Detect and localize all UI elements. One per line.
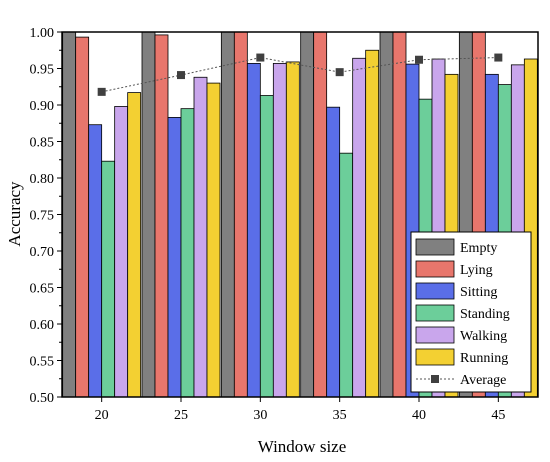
y-tick-label: 1.00 [30, 26, 55, 41]
x-axis-title: Window size [258, 437, 347, 456]
bar-standing-25 [180, 108, 195, 398]
y-tick-label: 0.55 [30, 355, 55, 370]
legend-label-empty: Empty [460, 241, 497, 256]
bar-sitting-25 [167, 117, 182, 398]
bar-walking-35 [352, 57, 367, 398]
legend-swatch-sitting [415, 282, 455, 300]
x-tick-label: 20 [95, 408, 109, 423]
bar-empty-35 [300, 31, 315, 398]
bar-empty-40 [379, 31, 394, 398]
bar-sitting-30 [246, 62, 261, 398]
y-tick-label: 0.90 [30, 99, 55, 114]
bar-empty-25 [141, 31, 156, 398]
legend-label-average: Average [460, 373, 506, 388]
legend: Empty Lying Sitting Standing Walking Running A… [410, 231, 532, 393]
x-tick-label: 30 [253, 408, 267, 423]
bar-standing-30 [259, 95, 274, 398]
y-tick-label: 0.85 [30, 136, 55, 151]
legend-swatch-lying [415, 260, 455, 278]
y-tick-label: 0.95 [30, 63, 55, 78]
legend-label-running: Running [460, 351, 508, 366]
average-point-40 [415, 55, 423, 64]
legend-label-lying: Lying [460, 263, 493, 278]
bar-sitting-20 [88, 124, 103, 398]
average-line-layer [97, 53, 503, 96]
y-tick-label: 0.60 [30, 318, 55, 333]
bar-running-35 [365, 49, 380, 398]
y-tick-label: 0.80 [30, 172, 55, 187]
bar-running-25 [206, 82, 221, 398]
y-tick-label: 0.65 [30, 282, 55, 297]
bar-running-20 [127, 92, 142, 398]
x-tick-label: 40 [412, 408, 426, 423]
ticks-layer: 0.50 0.55 0.60 0.65 0.70 0.75 0.80 0.85 0.90 0.95… [30, 26, 506, 423]
average-point-20 [97, 87, 106, 96]
bar-walking-25 [193, 76, 208, 398]
average-point-35 [335, 68, 344, 77]
bar-lying-20 [75, 36, 90, 398]
x-tick-label: 25 [174, 408, 188, 423]
bar-lying-30 [233, 31, 248, 398]
legend-swatch-running [415, 348, 455, 366]
legend-swatch-standing [415, 304, 455, 322]
legend-swatch-walking [415, 326, 455, 344]
bar-sitting-35 [326, 106, 341, 398]
bar-lying-25 [154, 34, 169, 398]
bar-standing-20 [101, 160, 116, 398]
legend-marker-average [431, 375, 439, 383]
x-tick-label: 45 [491, 408, 505, 423]
bar-lying-40 [392, 31, 407, 398]
bar-empty-20 [62, 31, 77, 398]
bar-empty-30 [220, 31, 235, 398]
bar-walking-30 [272, 62, 287, 398]
legend-label-walking: Walking [460, 329, 507, 344]
average-point-25 [177, 71, 185, 80]
average-point-45 [494, 53, 503, 62]
y-tick-label: 0.50 [30, 391, 55, 406]
y-axis-title: Accuracy [5, 181, 24, 247]
legend-label-sitting: Sitting [460, 285, 497, 300]
bar-walking-20 [114, 106, 129, 398]
legend-swatch-empty [415, 238, 455, 256]
legend-label-standing: Standing [460, 307, 510, 322]
x-tick-label: 35 [333, 408, 347, 423]
average-point-30 [256, 53, 265, 62]
y-tick-label: 0.70 [30, 245, 55, 260]
bar-running-30 [285, 61, 300, 398]
average-line [101, 57, 499, 93]
y-tick-label: 0.75 [30, 209, 55, 224]
bar-lying-35 [313, 31, 328, 398]
bar-standing-35 [339, 152, 354, 398]
